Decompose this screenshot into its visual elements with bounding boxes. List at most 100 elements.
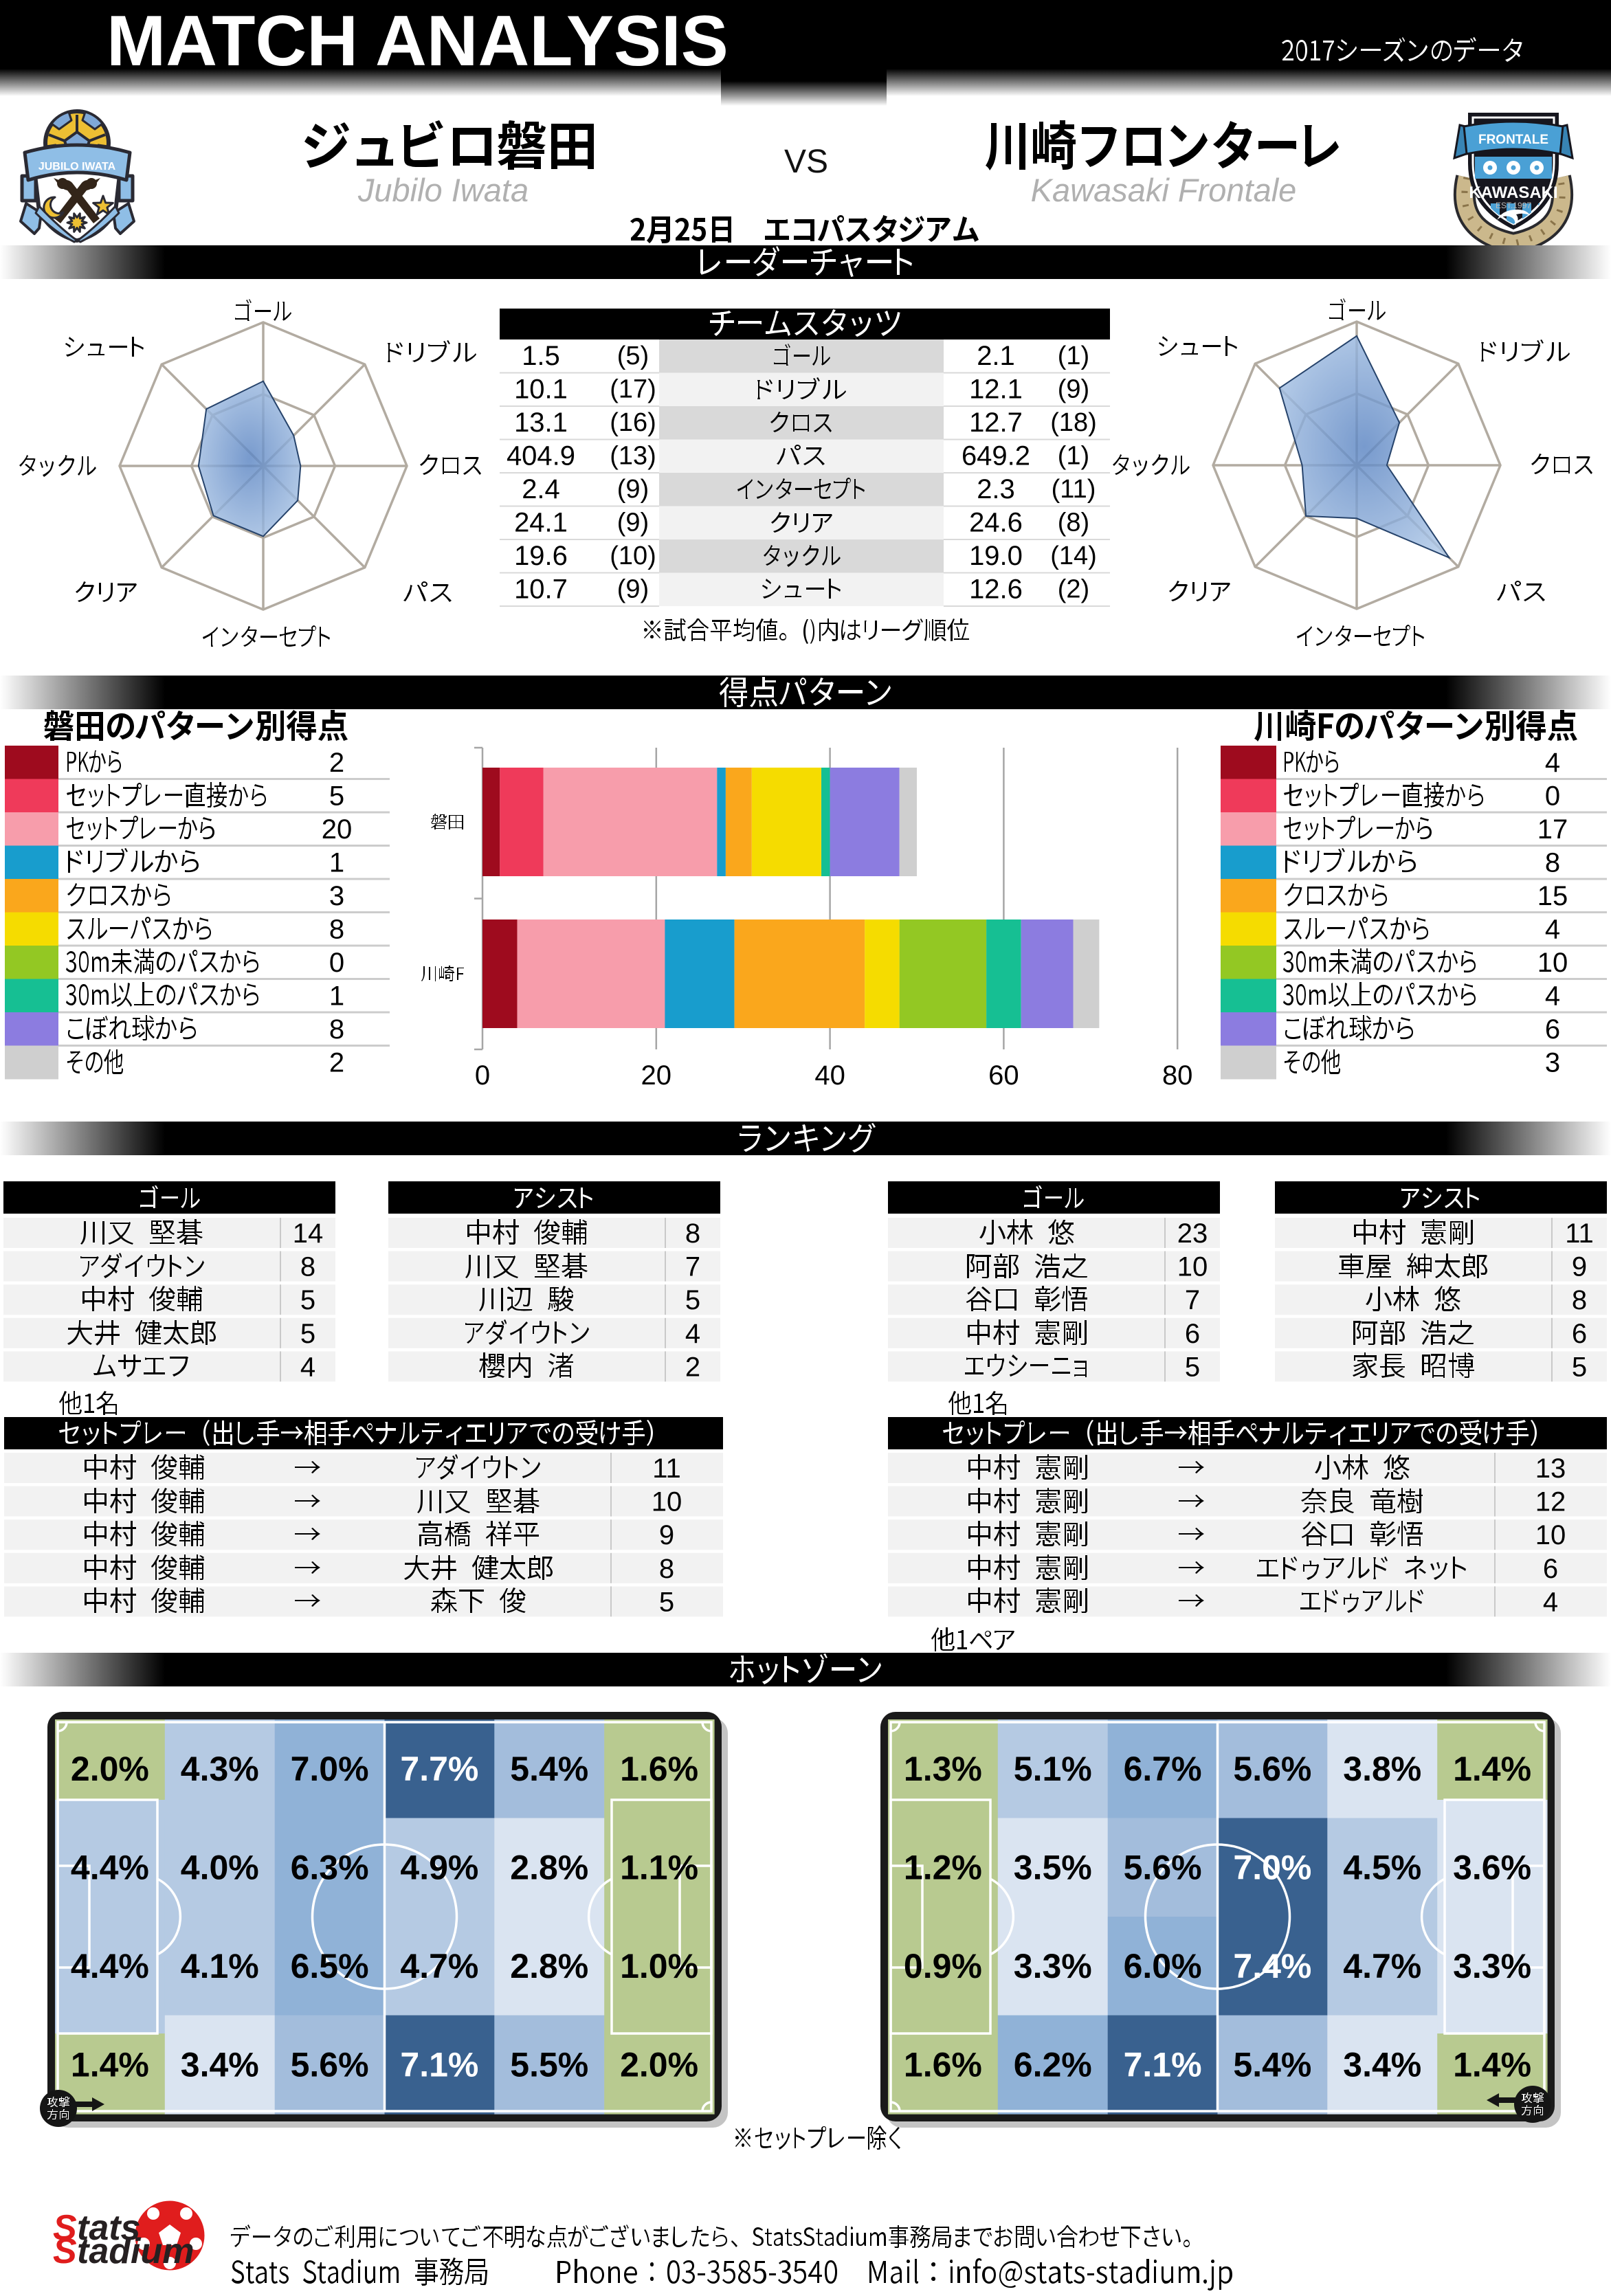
svg-text:4.4%: 4.4% — [71, 1848, 149, 1886]
svg-text:VS: VS — [784, 144, 828, 180]
svg-text:6.5%: 6.5% — [291, 1947, 369, 1985]
svg-text:Kawasaki Frontale: Kawasaki Frontale — [1031, 172, 1297, 208]
svg-text:5: 5 — [685, 1285, 700, 1315]
svg-text:1.6%: 1.6% — [904, 2045, 982, 2084]
svg-text:10: 10 — [1177, 1252, 1208, 1282]
svg-text:2.3: 2.3 — [977, 474, 1015, 504]
svg-text:4: 4 — [1545, 981, 1560, 1012]
svg-text:tadium: tadium — [77, 2231, 194, 2271]
svg-text:3.4%: 3.4% — [1343, 2045, 1421, 2084]
svg-text:8: 8 — [685, 1218, 700, 1249]
svg-text:3: 3 — [1545, 1048, 1560, 1078]
svg-text:24.6: 24.6 — [969, 508, 1023, 538]
svg-text:(14): (14) — [1050, 542, 1097, 570]
svg-text:5.6%: 5.6% — [291, 2045, 369, 2084]
svg-text:2.0%: 2.0% — [620, 2045, 698, 2084]
svg-text:4.9%: 4.9% — [400, 1848, 478, 1886]
svg-text:3.3%: 3.3% — [1453, 1947, 1531, 1985]
svg-text:JUBILO IWATA: JUBILO IWATA — [38, 161, 116, 172]
svg-text:20: 20 — [322, 814, 353, 845]
svg-text:4.7%: 4.7% — [1343, 1947, 1421, 1985]
svg-text:0: 0 — [1545, 781, 1560, 812]
svg-text:1.6%: 1.6% — [620, 1750, 698, 1788]
svg-text:60: 60 — [988, 1060, 1019, 1091]
svg-text:5.6%: 5.6% — [1124, 1848, 1202, 1886]
svg-text:8: 8 — [659, 1554, 674, 1584]
svg-text:4.1%: 4.1% — [181, 1947, 259, 1985]
svg-text:8: 8 — [1545, 848, 1560, 878]
svg-text:11: 11 — [1565, 1218, 1594, 1249]
svg-text:4.7%: 4.7% — [400, 1947, 478, 1985]
svg-text:5: 5 — [1572, 1352, 1587, 1382]
svg-text:13: 13 — [1535, 1453, 1566, 1484]
svg-text:2.1: 2.1 — [977, 341, 1015, 371]
svg-text:(2): (2) — [1058, 575, 1089, 604]
svg-text:13.1: 13.1 — [514, 408, 568, 438]
svg-text:1.4%: 1.4% — [1453, 2045, 1531, 2084]
svg-text:19.6: 19.6 — [514, 541, 568, 571]
svg-text:11: 11 — [652, 1453, 681, 1484]
svg-text:1: 1 — [329, 981, 344, 1012]
svg-text:23: 23 — [1177, 1218, 1208, 1249]
svg-text:7.1%: 7.1% — [1124, 2045, 1202, 2084]
svg-text:(1): (1) — [1058, 342, 1089, 370]
svg-text:KAWASAKI: KAWASAKI — [1469, 183, 1557, 202]
svg-text:(18): (18) — [1050, 408, 1097, 437]
svg-text:7.0%: 7.0% — [1233, 1848, 1311, 1886]
svg-text:4: 4 — [300, 1352, 315, 1382]
svg-text:(11): (11) — [1052, 475, 1096, 504]
svg-text:1.0%: 1.0% — [620, 1947, 698, 1985]
svg-text:4: 4 — [1545, 748, 1560, 778]
svg-text:5: 5 — [300, 1285, 315, 1315]
svg-text:649.2: 649.2 — [962, 441, 1030, 471]
svg-text:3.8%: 3.8% — [1343, 1750, 1421, 1788]
svg-text:(8): (8) — [1058, 509, 1089, 537]
svg-text:5.4%: 5.4% — [510, 1750, 588, 1788]
svg-text:5: 5 — [329, 781, 344, 812]
svg-text:1.4%: 1.4% — [1453, 1750, 1531, 1788]
svg-text:2.8%: 2.8% — [510, 1947, 588, 1985]
svg-text:(1): (1) — [1058, 442, 1089, 471]
svg-text:6.2%: 6.2% — [1014, 2045, 1092, 2084]
svg-text:7.0%: 7.0% — [291, 1750, 369, 1788]
svg-text:1.4%: 1.4% — [71, 2045, 149, 2084]
svg-text:1: 1 — [329, 848, 344, 878]
svg-text:(9): (9) — [617, 575, 649, 604]
svg-text:10: 10 — [1537, 948, 1568, 978]
svg-text:2: 2 — [685, 1352, 700, 1382]
svg-text:(17): (17) — [610, 375, 656, 404]
svg-text:4: 4 — [685, 1319, 700, 1349]
svg-text:2: 2 — [329, 748, 344, 778]
svg-text:6: 6 — [1185, 1319, 1200, 1349]
svg-text:10: 10 — [652, 1487, 682, 1517]
svg-text:12: 12 — [1535, 1487, 1566, 1517]
svg-text:4.0%: 4.0% — [181, 1848, 259, 1886]
svg-text:Jubilo Iwata: Jubilo Iwata — [357, 172, 529, 208]
svg-text:0: 0 — [329, 948, 344, 978]
svg-text:MATCH ANALYSIS: MATCH ANALYSIS — [107, 1, 729, 80]
svg-text:5: 5 — [1185, 1352, 1200, 1382]
svg-text:9: 9 — [659, 1520, 674, 1550]
svg-text:1.5: 1.5 — [522, 341, 560, 371]
svg-text:4.5%: 4.5% — [1343, 1848, 1421, 1886]
svg-text:tats: tats — [77, 2208, 140, 2248]
svg-text:7: 7 — [1185, 1285, 1200, 1315]
svg-text:40: 40 — [814, 1060, 845, 1091]
svg-text:1.2%: 1.2% — [904, 1848, 982, 1886]
svg-text:5.6%: 5.6% — [1233, 1750, 1311, 1788]
svg-text:FRONTALE: FRONTALE — [1478, 133, 1548, 147]
svg-text:6: 6 — [1543, 1554, 1558, 1584]
svg-text:(9): (9) — [617, 475, 649, 504]
svg-text:3.3%: 3.3% — [1014, 1947, 1092, 1985]
svg-text:10: 10 — [1535, 1520, 1566, 1550]
svg-text:2: 2 — [329, 1048, 344, 1078]
svg-text:404.9: 404.9 — [507, 441, 575, 471]
svg-text:24.1: 24.1 — [514, 508, 568, 538]
svg-text:(13): (13) — [610, 442, 656, 471]
svg-text:4.3%: 4.3% — [181, 1750, 259, 1788]
svg-text:3.5%: 3.5% — [1014, 1848, 1092, 1886]
svg-text:S: S — [53, 2208, 77, 2248]
svg-text:EST.1997: EST.1997 — [1496, 201, 1531, 210]
svg-text:2.4: 2.4 — [522, 474, 560, 504]
svg-text:7: 7 — [685, 1252, 700, 1282]
